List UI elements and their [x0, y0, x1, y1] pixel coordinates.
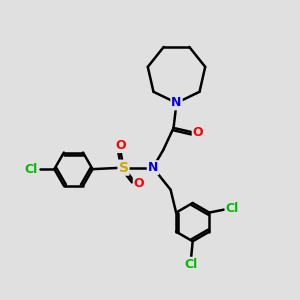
Text: N: N	[171, 96, 182, 110]
Text: Cl: Cl	[226, 202, 239, 215]
Text: O: O	[134, 177, 144, 190]
Text: O: O	[193, 126, 203, 139]
Text: O: O	[115, 139, 126, 152]
Text: S: S	[118, 161, 128, 175]
Text: Cl: Cl	[184, 258, 198, 271]
Text: Cl: Cl	[25, 163, 38, 176]
Text: N: N	[148, 161, 158, 174]
